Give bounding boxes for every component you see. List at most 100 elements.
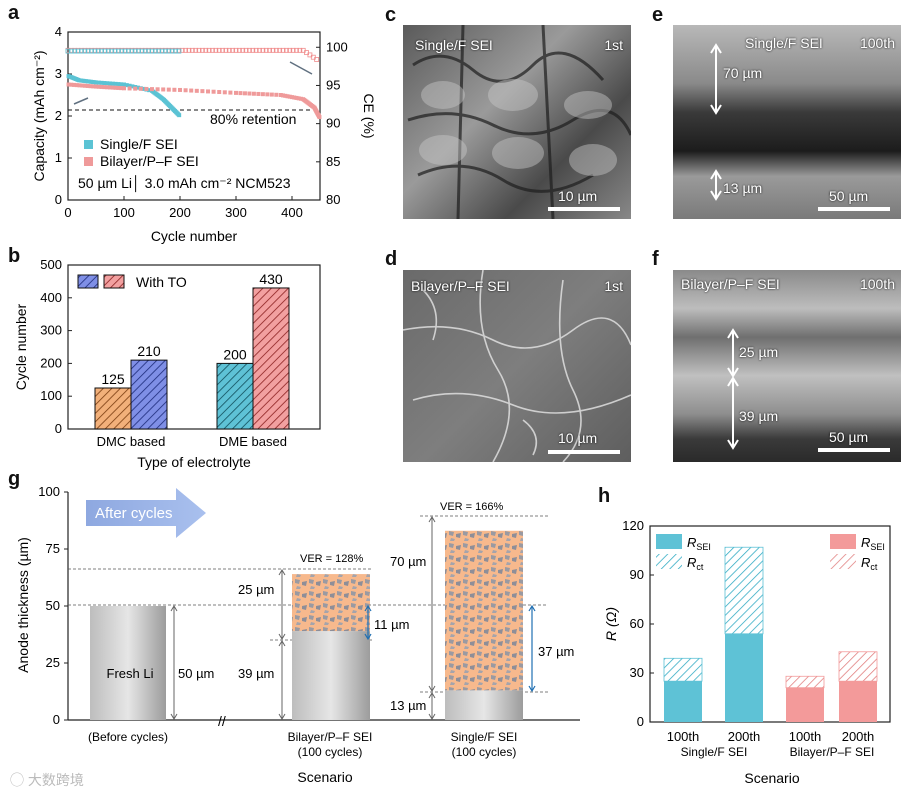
b-bar [94, 387, 132, 430]
panel-label-d: d [385, 248, 398, 270]
a-series-point-1 [80, 83, 85, 88]
a-ylabel-right: CE (%) [361, 93, 377, 138]
sem-e-scale-label: 50 µm [829, 188, 869, 204]
h-tick-4: 200th [842, 729, 875, 744]
a-series-point-1 [222, 90, 227, 95]
a-ytick-label: 4 [55, 24, 62, 39]
h-ytick-label: 0 [637, 714, 644, 729]
b-ylabel: Cycle number [13, 303, 29, 390]
a-ce-bilayer-point [210, 47, 215, 53]
legend-single-swatch [84, 140, 93, 149]
a-series-point-1 [217, 90, 222, 95]
retention-label: 80% retention [210, 111, 296, 127]
a-ce-bilayer-point [230, 47, 236, 53]
legend-with-to-blue [77, 274, 99, 289]
a-series-point-1 [294, 95, 299, 100]
a-series-point-1 [298, 96, 303, 101]
a-ce-single-point [142, 48, 148, 54]
h-ylabel: R (Ω) [603, 607, 619, 641]
a-ce-bilayer-point [243, 47, 249, 53]
panel-h-chart: 0 30 60 90 120 RSEI Rct RSEI Rct 100th 200th… [603, 518, 891, 786]
panel-label-h: h [598, 485, 611, 507]
a-ce-bilayer-point [250, 47, 256, 53]
a-series-point-1 [122, 86, 126, 91]
a-ce-single-point [139, 48, 145, 54]
h-group-single: Single/F SEI [681, 745, 748, 759]
a-series-point-1 [105, 85, 110, 90]
g-xlabel: Scenario [297, 769, 352, 785]
sem-f-cycle: 100th [859, 276, 895, 292]
a-ce-single-point [65, 48, 71, 54]
sem-c-label: Single/F SEI [415, 37, 493, 53]
b-bar-label: 200 [223, 346, 247, 362]
legend-bilayer: Bilayer/P–F SEI [100, 153, 199, 169]
g-li-bar [445, 690, 523, 720]
a-ce-single-point [105, 48, 111, 54]
a-ce-bilayer-point [257, 47, 262, 53]
h-legend-bilayer-rct: Rct [861, 555, 878, 572]
a-series-point-1 [110, 85, 115, 90]
a-ce-single-point [156, 48, 162, 54]
h-legend-single-rsei: RSEI [687, 535, 711, 552]
a-series-point-1 [251, 91, 256, 96]
a-ytick-label: 0 [55, 192, 62, 207]
a-ce-single-point [163, 48, 168, 54]
a-ce-single-point [109, 48, 115, 54]
b-ytick-label: 500 [40, 257, 62, 272]
a-series-point-1 [72, 82, 77, 87]
a-ce-single-point [126, 48, 131, 54]
g-cat-single-cycles: (100 cycles) [452, 745, 517, 759]
b-bar-label: 210 [137, 343, 161, 359]
a-ce-bilayer-point [240, 47, 246, 53]
g-ylabel: Anode thickness (µm) [15, 537, 31, 673]
a-ce-single-point [116, 48, 121, 54]
h-legend-bilayer-rsei: RSEI [861, 535, 885, 552]
a-y2tick-label: 100 [326, 39, 348, 54]
legend-bilayer-swatch [84, 157, 93, 166]
h-legend-single-rsei-swatch [656, 534, 682, 549]
a-series-point-1 [211, 89, 216, 94]
a-ce-bilayer-point [283, 47, 289, 53]
a-series-point-0 [94, 80, 98, 85]
b-ytick-label: 300 [40, 323, 62, 338]
h-rct-bar [724, 546, 764, 635]
b-bar [216, 362, 254, 430]
a-ytick-label: 3 [55, 66, 62, 81]
a-series-point-0 [177, 113, 182, 118]
after-cycles-text: After cycles [95, 505, 173, 522]
arrow-right [289, 61, 313, 75]
g-ytick-label: 25 [46, 655, 60, 670]
a-series-point-0 [141, 86, 146, 91]
a-series-point-0 [122, 82, 126, 87]
a-y2tick-label: 90 [326, 116, 340, 131]
a-ce-single-point [95, 48, 101, 54]
legend-with-to-red [103, 274, 125, 289]
h-legend-single-rct-swatch [656, 554, 682, 569]
legend-single: Single/F SEI [100, 136, 178, 152]
a-series-point-1 [281, 93, 286, 98]
a-series-point-1 [88, 84, 93, 89]
b-xlabel: Type of electrolyte [137, 454, 251, 470]
h-legend-bilayer-rsei-swatch [830, 534, 856, 549]
g-cat-before: (Before cycles) [88, 730, 168, 744]
a-ce-bilayer-point [213, 47, 219, 53]
sem-f-top-thickness: 25 µm [739, 344, 779, 360]
after-cycles-arrow [86, 488, 206, 538]
a-series-point-0 [119, 82, 124, 87]
sem-e-top-thickness: 70 µm [723, 65, 763, 81]
h-legend-single-rct: Rct [687, 555, 704, 572]
b-cat-dme: DME based [219, 434, 287, 449]
sem-image-e: Single/F SEI 100th 70 µm 13 µm 50 µm [673, 25, 901, 219]
panel-label-f: f [652, 248, 659, 270]
a-ce-single-point [136, 48, 141, 54]
sem-f-measure [727, 328, 739, 450]
a-series-point-1 [292, 95, 297, 100]
h-xlabel: Scenario [744, 770, 799, 786]
a-ce-bilayer-point [253, 47, 259, 53]
a-series-point-0 [130, 84, 135, 89]
a-series-point-1 [91, 84, 96, 89]
a-xtick-label: 200 [169, 205, 191, 220]
panel-label-e: e [652, 4, 664, 26]
a-ce-single-point [132, 48, 138, 54]
panel-g-chart: 0 25 50 75 100 After cycles Fresh Li 50 µm 2… [15, 484, 580, 785]
